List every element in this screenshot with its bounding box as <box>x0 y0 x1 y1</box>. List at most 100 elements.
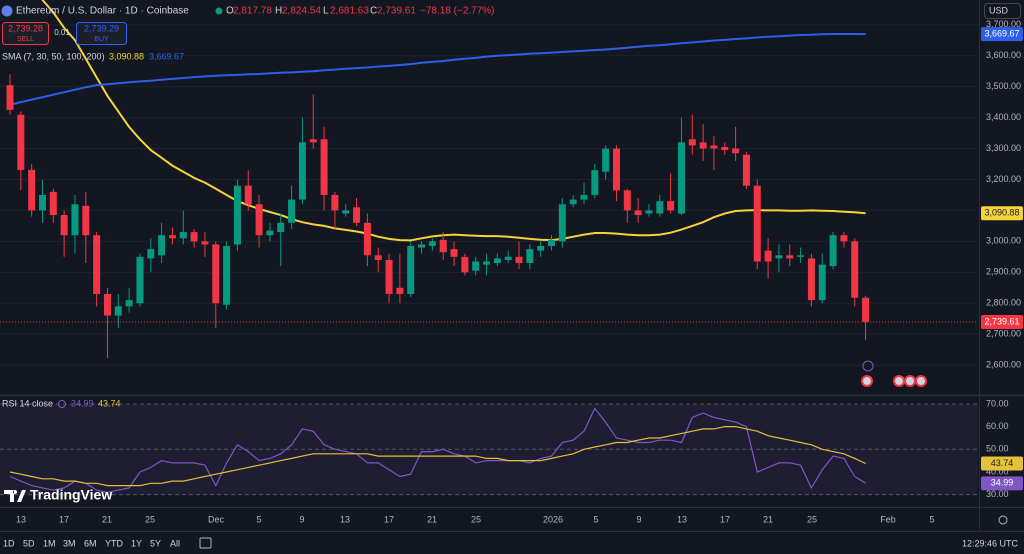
candle-body <box>374 255 382 260</box>
sma-value: 3,090.88 <box>109 51 144 61</box>
range-button[interactable]: YTD <box>105 538 124 548</box>
x-tick-label: 21 <box>102 514 112 524</box>
range-button[interactable]: 5Y <box>150 538 161 548</box>
range-button[interactable]: 5D <box>23 538 35 548</box>
y-tick-label: 60.00 <box>986 421 1009 431</box>
price-badge-label: 2,739.61 <box>984 316 1019 326</box>
event-icon[interactable] <box>915 375 927 387</box>
candle-body <box>114 306 122 316</box>
candle-body <box>363 222 371 256</box>
event-icon[interactable] <box>861 375 873 387</box>
logo[interactable]: TradingView <box>30 487 112 503</box>
rsi-value: 43.74 <box>98 398 121 408</box>
candle-body <box>82 205 90 236</box>
symbol-title[interactable]: Ethereum / U.S. Dollar · 1D · Coinbase <box>16 6 189 17</box>
candle-body <box>320 139 328 195</box>
currency-button[interactable] <box>984 3 1021 19</box>
y-tick-label: 3,200.00 <box>986 174 1021 184</box>
goto-date-icon[interactable] <box>199 537 212 549</box>
market-status[interactable] <box>215 7 223 15</box>
event-icon[interactable] <box>904 375 916 387</box>
x-tick-label: Feb <box>880 514 896 524</box>
candle-body <box>49 191 57 216</box>
candle-body <box>38 194 46 211</box>
y-tick-label: 2,900.00 <box>986 267 1021 277</box>
candle-body <box>147 249 155 259</box>
candle-body <box>829 235 837 267</box>
x-tick-label: 5 <box>929 514 934 524</box>
spread: 0.01 <box>54 28 70 37</box>
settings-icon[interactable] <box>998 515 1008 525</box>
sma-legend[interactable]: SMA (7, 30, 50, 100, 200) <box>2 51 105 61</box>
buy-label: BUY <box>94 36 109 43</box>
candle-body <box>504 256 512 260</box>
ohlc-key: C <box>370 6 377 17</box>
buy-button[interactable] <box>76 22 127 45</box>
range-button[interactable]: 1Y <box>131 538 142 548</box>
candle-body <box>353 207 361 223</box>
event-icon[interactable] <box>893 375 905 387</box>
sma-value: 3,669.67 <box>149 51 184 61</box>
candle-body <box>439 239 447 253</box>
candle-body <box>526 249 534 264</box>
price-badge <box>981 206 1023 221</box>
candle-body <box>710 145 718 149</box>
range-button[interactable]: 6M <box>84 538 97 548</box>
price-pane <box>0 0 978 366</box>
rsi-legend[interactable]: RSI 14 close <box>2 398 53 408</box>
range-button[interactable]: 1D <box>3 538 15 548</box>
event-icon[interactable] <box>862 360 874 372</box>
candle-body <box>840 235 848 242</box>
ohlc-key: H <box>275 6 282 17</box>
clock: 12:29:46 UTC <box>962 538 1019 548</box>
candle-body <box>60 215 68 236</box>
range-button[interactable]: 1M <box>43 538 56 548</box>
candle-body <box>17 114 25 170</box>
y-tick-label: 2,600.00 <box>986 360 1021 370</box>
candle-body <box>667 201 675 211</box>
rsi-pane <box>0 403 978 496</box>
candle-body <box>493 258 501 264</box>
x-tick-label: 9 <box>299 514 304 524</box>
y-tick-label: 40.00 <box>986 466 1009 476</box>
x-tick-label: 17 <box>59 514 69 524</box>
candle-body <box>612 148 620 191</box>
rsi-line <box>9 407 866 494</box>
change: −78.18 (−2.77%) <box>420 6 495 17</box>
candle-body <box>255 204 263 236</box>
candle-body <box>385 259 393 294</box>
x-tick-label: 21 <box>763 514 773 524</box>
candle-body <box>721 146 729 151</box>
candle-body <box>569 199 577 205</box>
y-tick-label: 3,000.00 <box>986 236 1021 246</box>
rsi-line <box>9 426 866 487</box>
range-button[interactable]: 3M <box>63 538 76 548</box>
sell-button[interactable] <box>2 22 49 45</box>
ohlc-value: 2,739.61 <box>377 6 416 17</box>
price-badge-label: 34.99 <box>991 478 1014 488</box>
candle-body <box>764 250 772 262</box>
sell-label: SELL <box>17 36 34 43</box>
y-tick-label: 3,500.00 <box>986 81 1021 91</box>
candle-body <box>656 201 664 214</box>
candle-body <box>753 185 761 262</box>
ohlc-value: 2,824.54 <box>282 6 321 17</box>
candle-body <box>28 169 36 211</box>
ohlc-key: L <box>323 6 329 17</box>
y-tick-label: 30.00 <box>986 489 1009 499</box>
candle-body <box>591 170 599 195</box>
price-badge-label: 3,090.88 <box>984 208 1019 218</box>
candle-body <box>797 255 805 257</box>
sell-price: 2,739.28 <box>8 23 43 33</box>
y-tick-label: 2,800.00 <box>986 298 1021 308</box>
candle-body <box>201 241 209 245</box>
range-button[interactable]: All <box>170 538 180 548</box>
price-badge <box>981 456 1023 471</box>
y-tick-label: 3,700.00 <box>986 19 1021 29</box>
logo-icon <box>4 490 26 502</box>
price-badge <box>981 27 1023 42</box>
candle-body <box>742 154 750 186</box>
rsi-band <box>0 403 978 495</box>
y-tick-label: 3,300.00 <box>986 143 1021 153</box>
candle-body <box>190 232 198 242</box>
